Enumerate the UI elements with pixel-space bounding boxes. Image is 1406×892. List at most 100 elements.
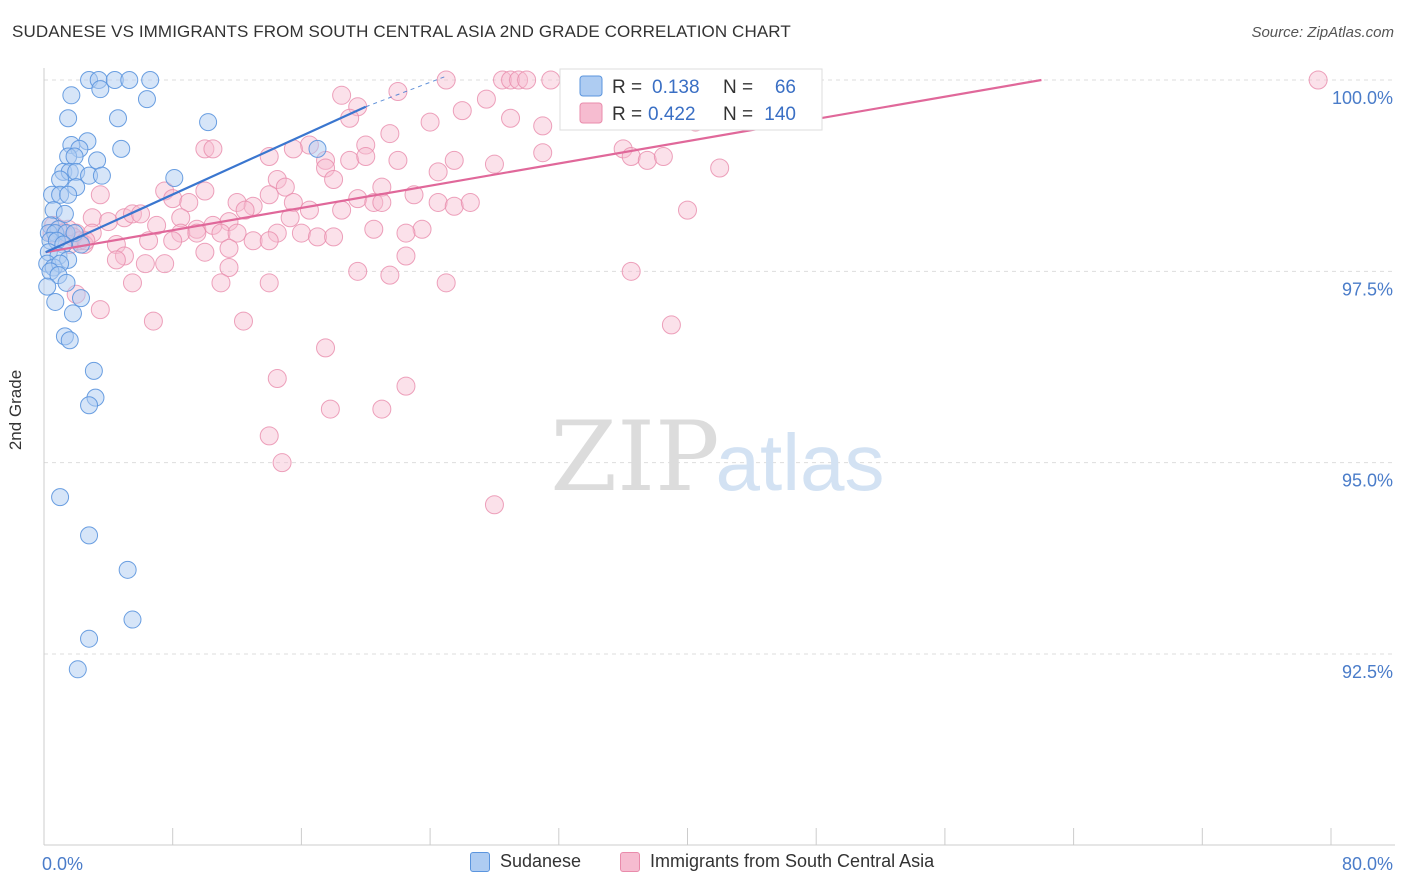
watermark-atlas: atlas [716,418,885,507]
point-immigrants-112 [396,376,416,396]
stats-swatch-immigrants [579,102,603,124]
point-immigrants-54 [428,192,448,212]
point-immigrants-11 [476,89,496,109]
point-immigrants-95 [135,254,155,274]
point-sudanese-52 [72,289,91,308]
point-immigrants-78 [227,223,247,243]
point-immigrants-84 [243,231,263,251]
point-immigrants-85 [259,231,279,251]
point-immigrants-10 [388,81,408,101]
point-sudanese-30 [55,204,74,223]
point-immigrants-71 [412,219,432,239]
point-sudanese-23 [165,168,184,187]
point-immigrants-42 [324,169,344,189]
point-immigrants-106 [90,300,110,320]
point-sudanese-16 [65,147,84,166]
point-immigrants-111 [267,368,287,388]
point-immigrants-117 [484,495,504,515]
x-tick-label-min: 0.0% [42,854,83,874]
point-immigrants-93 [396,246,416,266]
point-immigrants-17 [533,116,553,136]
point-immigrants-62 [131,204,151,224]
point-immigrants-9 [332,85,352,105]
watermark: ZIP atlas [550,401,884,513]
point-immigrants-2 [501,70,521,90]
point-immigrants-65 [171,208,191,228]
point-sudanese-56 [84,361,103,380]
point-immigrants-79 [267,223,287,243]
point-sudanese-55 [60,331,79,350]
point-sudanese-4 [141,71,160,89]
point-immigrants-67 [147,215,167,235]
point-immigrants-82 [324,227,344,247]
point-immigrants-101 [122,273,142,293]
point-sudanese-14 [112,139,131,158]
point-immigrants-96 [155,254,175,274]
point-immigrants-91 [219,238,239,258]
point-immigrants-104 [436,273,456,293]
stats-r-value-sudanese: 0.138 [652,77,700,98]
point-immigrants-43 [372,177,392,197]
point-sudanese-3 [120,71,139,89]
stats-n-value-immigrants: 140 [764,104,796,125]
point-immigrants-22 [356,135,376,155]
point-immigrants-80 [291,223,311,243]
point-immigrants-13 [452,101,472,121]
point-sudanese-22 [92,166,111,185]
point-sudanese-49 [57,273,76,292]
legend-item-immigrants[interactable]: Immigrants from South Central Asia [620,851,934,872]
point-immigrants-26 [533,143,553,163]
point-immigrants-116 [272,453,292,473]
point-sudanese-9 [109,109,128,128]
point-immigrants-115 [259,426,279,446]
point-immigrants-45 [195,181,215,201]
point-immigrants-32 [356,147,376,167]
point-immigrants-36 [653,147,673,167]
series-sudanese-points [38,71,327,679]
point-sudanese-58 [80,396,99,415]
trend-line-immigrants [45,78,1042,254]
point-immigrants-38 [428,162,448,182]
stats-legend-box [559,68,823,131]
point-immigrants-46 [259,185,279,205]
point-immigrants-97 [219,258,239,278]
point-immigrants-83 [396,223,416,243]
point-sudanese-62 [123,610,142,629]
point-immigrants-16 [501,108,521,128]
point-immigrants-1 [492,70,512,90]
point-sudanese-64 [68,660,87,679]
point-sudanese-59 [51,488,70,507]
point-immigrants-110 [316,338,336,358]
point-immigrants-57 [235,200,255,220]
stats-swatch-sudanese [579,75,603,97]
stats-r-label-immigrants: R = [612,104,642,125]
point-sudanese-7 [137,90,156,109]
point-immigrants-94 [106,250,126,270]
y-tick-label-1: 95.0% [1342,471,1393,491]
point-immigrants-98 [348,261,368,281]
point-immigrants-41 [275,177,295,197]
point-immigrants-4 [517,70,537,90]
point-sudanese-53 [63,304,82,323]
source-label: Source: ZipAtlas.com [1251,24,1394,41]
point-immigrants-47 [90,185,110,205]
point-immigrants-87 [163,231,183,251]
point-immigrants-39 [710,158,730,178]
legend-label-immigrants: Immigrants from South Central Asia [650,851,935,871]
series-immigrants-points [42,70,1328,515]
legend-label-sudanese: Sudanese [500,851,582,871]
point-immigrants-50 [227,192,247,212]
point-immigrants-130 [332,200,352,220]
point-immigrants-40 [267,169,287,189]
point-immigrants-92 [195,242,215,262]
stats-r-value-immigrants: 0.422 [648,104,696,125]
point-sudanese-5 [91,80,110,99]
point-immigrants-107 [143,311,163,331]
legend-item-sudanese[interactable]: Sudanese [470,851,581,872]
point-sudanese-6 [62,86,81,105]
point-immigrants-129 [280,208,300,228]
point-immigrants-132 [484,154,504,174]
bottom-legend: Sudanese Immigrants from South Central A… [0,851,1406,881]
trend-line-sudanese-extension [365,75,447,108]
